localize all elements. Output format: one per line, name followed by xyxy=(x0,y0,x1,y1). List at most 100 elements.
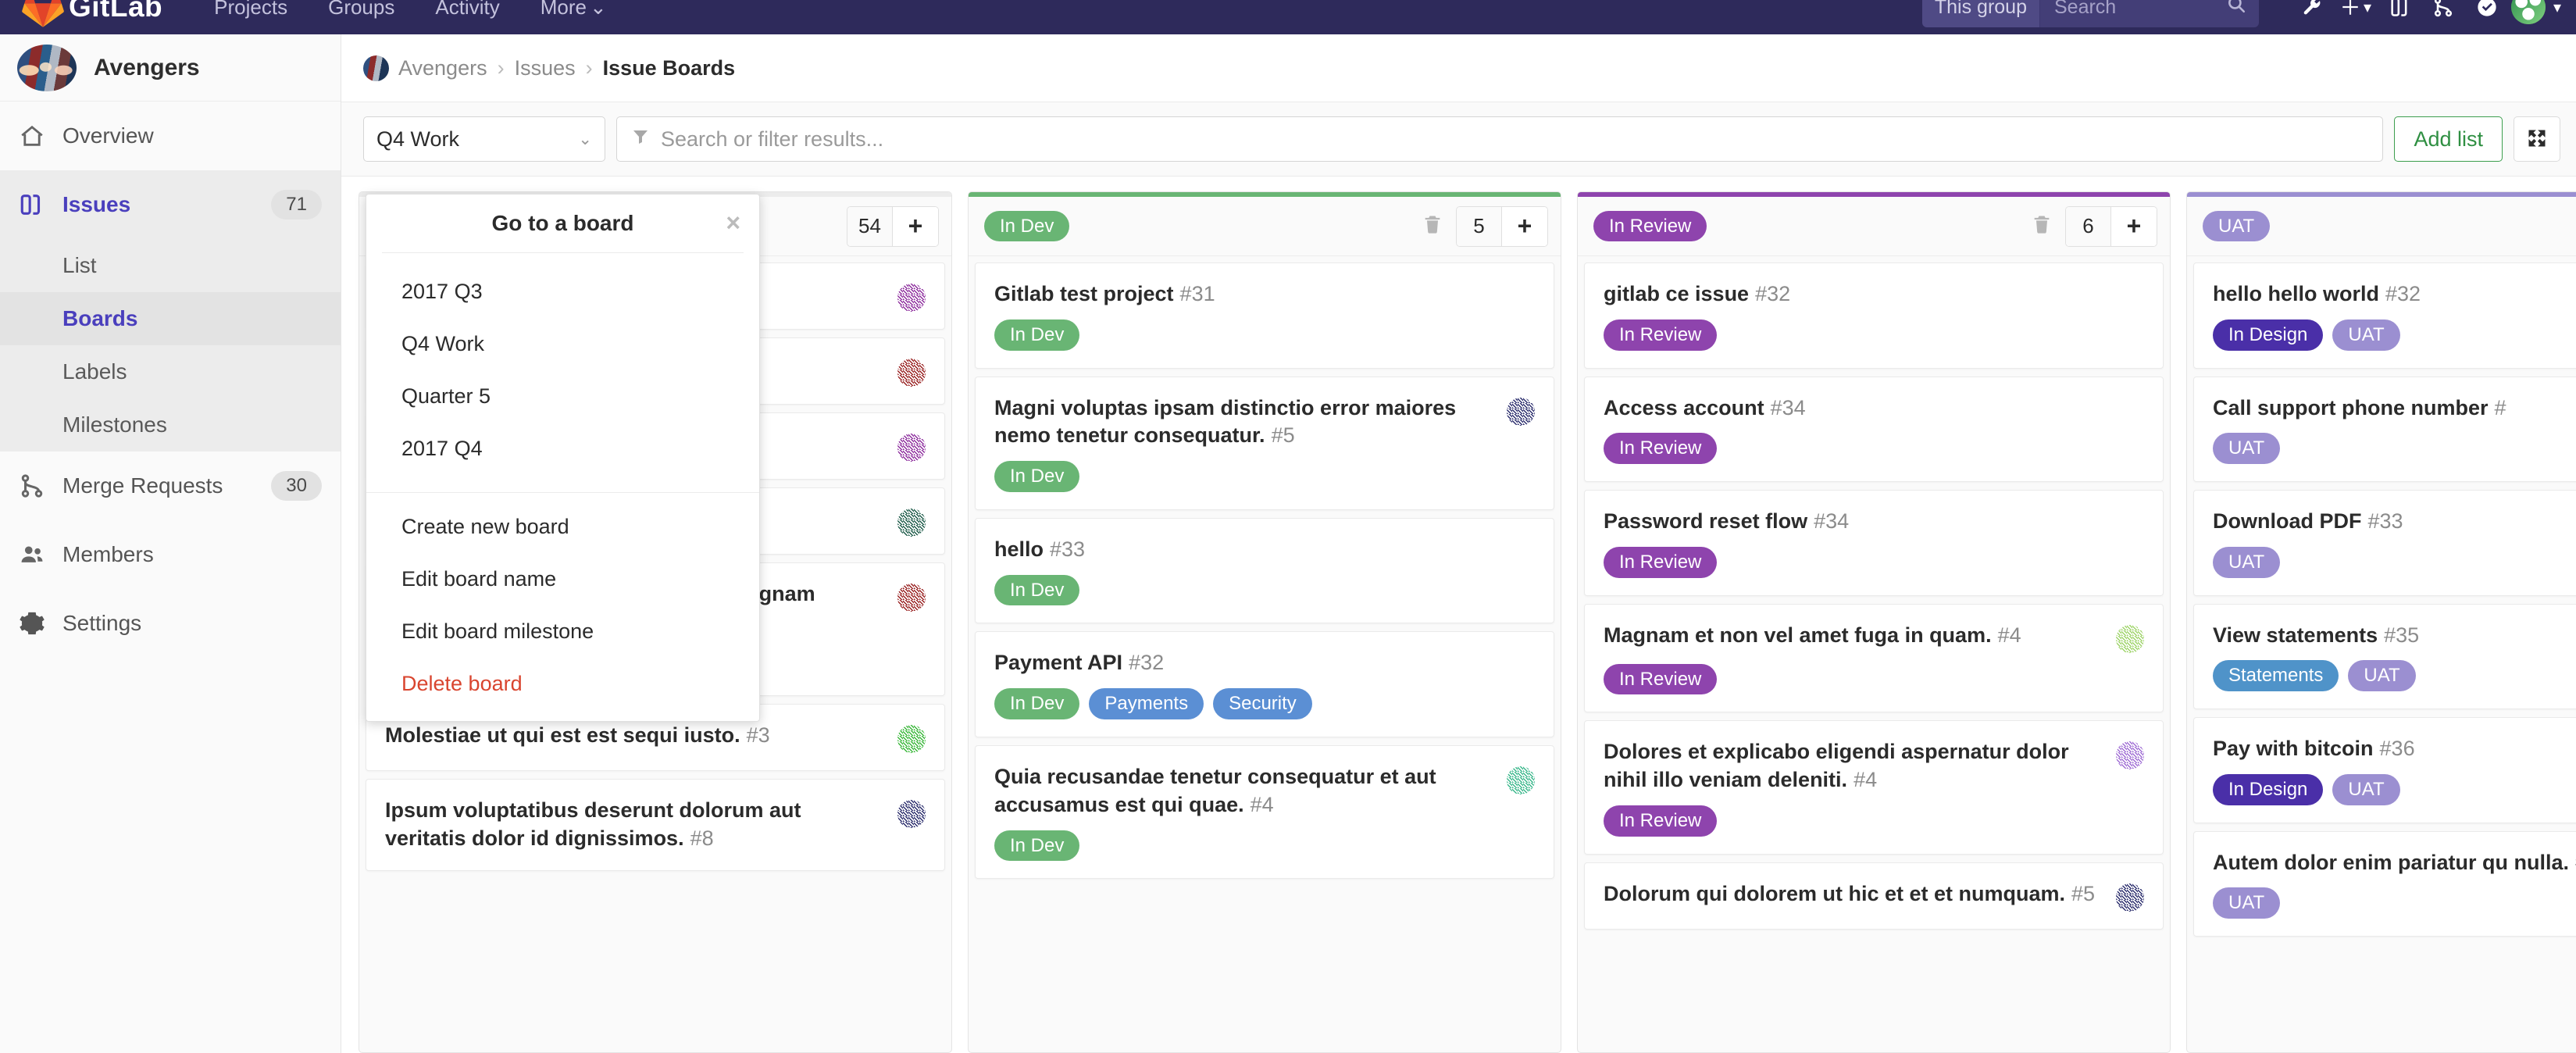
issue-title[interactable]: Call support phone number # xyxy=(2213,395,2506,419)
nav-link-activity[interactable]: Activity xyxy=(435,0,500,19)
toggle-focus-mode-button[interactable] xyxy=(2514,116,2560,162)
add-issue-to-list-button[interactable]: + xyxy=(1502,206,1547,246)
issue-title[interactable]: Pay with bitcoin #36 xyxy=(2213,737,2415,760)
issue-card[interactable]: Dolorum qui dolorem ut hic et et et numq… xyxy=(1584,862,2164,930)
search-scope-label[interactable]: This group xyxy=(1921,0,2040,27)
issue-card[interactable]: Autem dolor enim pariatur qu nulla.#4 UAT xyxy=(2193,830,2576,937)
issue-label-badge[interactable]: UAT xyxy=(2348,660,2416,691)
board-switcher-dropdown[interactable]: Q4 Work ⌄ xyxy=(363,116,605,162)
assignee-avatar[interactable] xyxy=(897,284,926,312)
new-item-plus-icon[interactable]: ▾ xyxy=(2334,0,2378,24)
issue-label-badge[interactable]: Security xyxy=(1213,688,1312,719)
add-list-button[interactable]: Add list xyxy=(2394,116,2503,162)
todos-icon[interactable] xyxy=(2465,0,2509,24)
create-new-board-item[interactable]: Create new board xyxy=(401,515,569,538)
search-filter-input[interactable]: Search or filter results... xyxy=(616,116,2384,162)
issue-label-badge[interactable]: UAT xyxy=(2332,319,2400,351)
issue-title[interactable]: hello hello world #32 xyxy=(2213,282,2421,305)
breadcrumb-issues-link[interactable]: Issues xyxy=(514,55,576,80)
issue-title[interactable]: Access account #34 xyxy=(1604,395,1806,419)
issue-card[interactable]: Call support phone number # UAT xyxy=(2193,376,2576,482)
assignee-avatar[interactable] xyxy=(1507,397,1535,426)
issues-icon[interactable] xyxy=(2378,0,2421,24)
issue-card[interactable]: Gitlab test project #31 In Dev xyxy=(975,262,1554,369)
nav-link-more[interactable]: More ⌄ xyxy=(541,0,607,20)
gitlab-logo-icon[interactable] xyxy=(22,0,64,29)
dropdown-board-2017-q3[interactable]: 2017 Q3 xyxy=(401,280,483,303)
sidebar-item-milestones[interactable]: Milestones xyxy=(0,398,341,452)
global-search[interactable]: This group Search xyxy=(1921,0,2259,27)
issue-label-badge[interactable]: UAT xyxy=(2332,773,2400,805)
issue-label-badge[interactable]: In Design xyxy=(2213,773,2324,805)
issue-label-badge[interactable]: In Review xyxy=(1604,319,1718,351)
issue-title[interactable]: Autem dolor enim pariatur qu nulla.#4 xyxy=(2213,849,2576,877)
issue-title[interactable]: hello #33 xyxy=(994,537,1086,561)
sidebar-item-members[interactable]: Members xyxy=(0,520,341,589)
issue-card[interactable]: Dolores et explicabo eligendi aspernatur… xyxy=(1584,720,2164,855)
issue-title[interactable]: Gitlab test project #31 xyxy=(994,282,1215,305)
edit-board-name-item[interactable]: Edit board name xyxy=(401,567,557,591)
edit-board-milestone-item[interactable]: Edit board milestone xyxy=(401,619,594,643)
assignee-avatar[interactable] xyxy=(2116,883,2144,912)
issue-card[interactable]: Access account #34 In Review xyxy=(1584,376,2164,482)
issue-card[interactable]: Ipsum voluptatibus deserunt dolorum aut … xyxy=(366,779,945,872)
dropdown-board-2017-q4[interactable]: 2017 Q4 xyxy=(401,437,483,460)
issue-label-badge[interactable]: Payments xyxy=(1089,688,1204,719)
issue-title[interactable]: Dolorum qui dolorem ut hic et et et numq… xyxy=(1604,881,2096,905)
issue-title[interactable]: View statements #35 xyxy=(2213,623,2420,647)
issue-label-badge[interactable]: In Dev xyxy=(994,830,1080,862)
delete-board-item[interactable]: Delete board xyxy=(401,672,523,695)
sidebar-item-labels[interactable]: Labels xyxy=(0,345,341,398)
issue-label-badge[interactable]: In Review xyxy=(1604,663,1718,695)
issue-label-badge[interactable]: In Dev xyxy=(994,574,1080,606)
issue-card[interactable]: gitlab ce issue #32 In Review xyxy=(1584,262,2164,369)
assignee-avatar[interactable] xyxy=(897,509,926,537)
issue-label-badge[interactable]: UAT xyxy=(2213,433,2281,464)
delete-list-icon[interactable] xyxy=(1422,213,1443,239)
issue-label-badge[interactable]: UAT xyxy=(2213,887,2281,919)
assignee-avatar[interactable] xyxy=(897,359,926,387)
dropdown-board-q4-work[interactable]: Q4 Work xyxy=(401,332,485,355)
assignee-avatar[interactable] xyxy=(897,725,926,754)
search-input[interactable]: Search xyxy=(2040,0,2259,27)
assignee-avatar[interactable] xyxy=(2116,624,2144,653)
nav-link-projects[interactable]: Projects xyxy=(214,0,288,19)
sidebar-item-boards[interactable]: Boards xyxy=(0,292,341,345)
issue-card[interactable]: Payment API #32 In Dev Payments Security xyxy=(975,631,1554,737)
user-avatar-menu[interactable]: ▾ xyxy=(2509,0,2564,24)
sidebar-group-header[interactable]: Avengers xyxy=(0,34,341,102)
sidebar-item-overview[interactable]: Overview xyxy=(0,102,341,170)
add-issue-to-list-button[interactable]: + xyxy=(2111,206,2157,246)
merge-requests-icon[interactable] xyxy=(2421,0,2465,24)
issue-card[interactable]: View statements #35 Statements UAT xyxy=(2193,603,2576,709)
issue-title[interactable]: gitlab ce issue #32 xyxy=(1604,282,1791,305)
sidebar-item-settings[interactable]: Settings xyxy=(0,589,341,658)
assignee-avatar[interactable] xyxy=(897,584,926,612)
issue-card[interactable]: Quia recusandae tenetur consequatur et a… xyxy=(975,744,1554,880)
issue-card[interactable]: hello hello world #32 In Design UAT xyxy=(2193,262,2576,369)
issue-title[interactable]: Molestiae ut qui est est sequi iusto. #3 xyxy=(385,723,770,748)
assignee-avatar[interactable] xyxy=(1507,766,1535,794)
issue-label-badge[interactable]: UAT xyxy=(2213,546,2281,578)
add-issue-to-list-button[interactable]: + xyxy=(893,206,938,246)
issue-title[interactable]: Payment API #32 xyxy=(994,651,1165,675)
issue-title[interactable]: Password reset flow #34 xyxy=(1604,509,1850,533)
issue-title[interactable]: Dolores et explicabo eligendi aspernatur… xyxy=(1604,740,2069,791)
nav-link-groups[interactable]: Groups xyxy=(328,0,395,19)
issue-card[interactable]: Magnam et non vel amet fuga in quam. #4 In… xyxy=(1584,603,2164,713)
issue-label-badge[interactable]: In Dev xyxy=(994,688,1080,719)
close-icon[interactable]: × xyxy=(726,209,740,237)
issue-title[interactable]: Download PDF #33 xyxy=(2213,509,2403,533)
issue-label-badge[interactable]: Statements xyxy=(2213,660,2339,691)
issue-title[interactable]: Quia recusandae tenetur consequatur et a… xyxy=(994,764,1436,816)
issue-label-badge[interactable]: In Review xyxy=(1604,805,1718,837)
issue-label-badge[interactable]: In Dev xyxy=(994,319,1080,351)
issue-card[interactable]: Pay with bitcoin #36 In Design UAT xyxy=(2193,717,2576,823)
sidebar-item-issues[interactable]: Issues 71 xyxy=(0,170,341,239)
issue-label-badge[interactable]: In Dev xyxy=(994,461,1080,492)
sidebar-item-merge-requests[interactable]: Merge Requests 30 xyxy=(0,452,341,520)
dropdown-board-quarter-5[interactable]: Quarter 5 xyxy=(401,384,491,408)
issue-card[interactable]: hello #33 In Dev xyxy=(975,517,1554,624)
assignee-avatar[interactable] xyxy=(897,434,926,462)
issue-card[interactable]: Download PDF #33 UAT xyxy=(2193,490,2576,596)
